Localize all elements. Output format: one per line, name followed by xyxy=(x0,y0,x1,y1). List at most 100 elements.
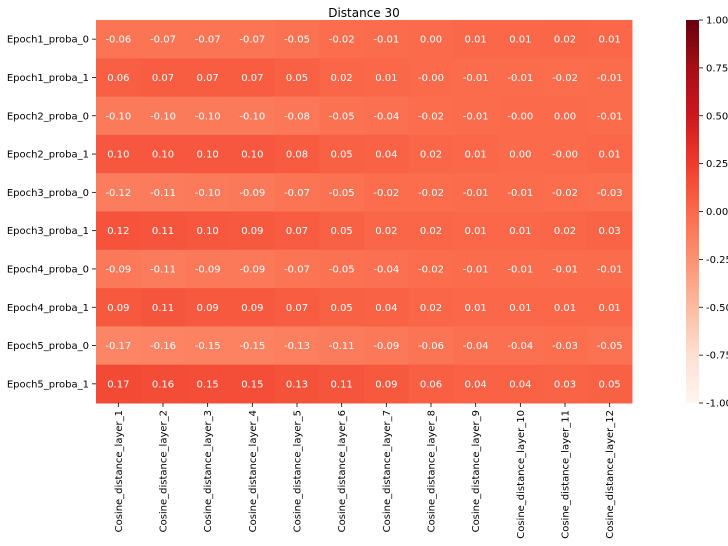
column-label: Cosine_distance_layer_8 xyxy=(427,410,438,532)
heatmap-cell xyxy=(542,58,588,98)
heatmap-cell xyxy=(498,134,544,174)
row-label: Epoch1_proba_0 xyxy=(7,35,89,46)
heatmap-cell xyxy=(498,288,544,327)
cell-value-label: -0.01 xyxy=(463,73,489,84)
cell-value-label: 0.01 xyxy=(599,303,621,314)
cell-value-label: -0.10 xyxy=(195,188,221,199)
colorbar-tick-label: -0.50 xyxy=(706,303,728,314)
heatmap-cell xyxy=(140,364,186,404)
column-label: Cosine_distance_layer_12 xyxy=(605,410,616,539)
heatmap-cell xyxy=(542,173,588,212)
heatmap-cell xyxy=(542,96,588,136)
cell-value-label: 0.11 xyxy=(331,379,353,390)
heatmap-cell xyxy=(319,20,365,59)
cell-value-label: -0.16 xyxy=(150,341,176,352)
heatmap-cell xyxy=(364,173,410,212)
heatmap-cell xyxy=(319,326,365,366)
cell-value-label: 0.05 xyxy=(331,150,353,161)
cell-value-label: -0.04 xyxy=(463,341,489,352)
cell-value-label: 0.06 xyxy=(107,73,129,84)
heatmap-cell xyxy=(587,211,633,251)
cell-value-label: 0.10 xyxy=(107,150,129,161)
cell-value-label: 0.10 xyxy=(241,150,263,161)
cell-value-label: 0.13 xyxy=(286,379,308,390)
heatmap-cell xyxy=(408,96,454,136)
colorbar-tick-label: 0.25 xyxy=(706,159,728,170)
heatmap-cell xyxy=(453,364,499,404)
cell-value-label: 0.17 xyxy=(107,379,129,390)
cell-value-label: 0.15 xyxy=(241,379,263,390)
heatmap-cell xyxy=(140,288,186,327)
heatmap-cell xyxy=(140,20,186,59)
cell-value-label: 0.07 xyxy=(241,73,263,84)
cell-value-label: -0.01 xyxy=(507,73,533,84)
cell-value-label: 0.01 xyxy=(465,150,487,161)
heatmap-cell xyxy=(96,134,142,174)
cell-value-label: 0.12 xyxy=(107,226,129,237)
heatmap-cell xyxy=(230,249,276,289)
colorbar-tick-label: -0.75 xyxy=(706,351,728,362)
heatmap-cell xyxy=(319,249,365,289)
heatmap-cell xyxy=(274,364,320,404)
heatmap-cell xyxy=(230,134,276,174)
row-label: Epoch4_proba_1 xyxy=(7,303,89,314)
cell-value-label: -0.05 xyxy=(284,35,310,46)
cell-value-label: 0.11 xyxy=(152,226,174,237)
cell-value-label: -0.00 xyxy=(418,73,444,84)
cell-value-label: 0.10 xyxy=(197,150,219,161)
cell-value-label: -0.08 xyxy=(284,111,310,122)
cell-value-label: -0.02 xyxy=(418,188,444,199)
cell-value-label: 0.09 xyxy=(375,379,397,390)
heatmap-cell xyxy=(587,20,633,59)
cell-value-label: 0.07 xyxy=(286,226,308,237)
column-label: Cosine_distance_layer_11 xyxy=(561,410,572,539)
heatmap-cell xyxy=(274,173,320,212)
heatmap-cell xyxy=(498,173,544,212)
heatmap-cell xyxy=(185,326,231,366)
heatmap-cell xyxy=(587,364,633,404)
heatmap-cell xyxy=(274,96,320,136)
cell-value-label: -0.02 xyxy=(373,188,399,199)
cell-value-label: -0.01 xyxy=(463,111,489,122)
heatmap-cell xyxy=(408,134,454,174)
heatmap-cell xyxy=(453,96,499,136)
column-label: Cosine_distance_layer_10 xyxy=(516,410,527,539)
heatmap-cell xyxy=(96,173,142,212)
heatmap-cell xyxy=(364,58,410,98)
heatmap-cells: -0.06 -0.07 -0.07 -0.07 -0.05 -0.02 -0.01 0.00 0… xyxy=(96,20,633,404)
heatmap-cell xyxy=(230,326,276,366)
heatmap-cell xyxy=(319,288,365,327)
heatmap-cell xyxy=(587,288,633,327)
cell-value-label: -0.15 xyxy=(195,341,221,352)
row-label: Epoch2_proba_1 xyxy=(7,150,89,161)
chart-title: Distance 30 xyxy=(328,6,400,20)
heatmap-cell xyxy=(96,249,142,289)
column-label: Cosine_distance_layer_1 xyxy=(114,410,125,532)
heatmap-cell xyxy=(498,364,544,404)
heatmap-cell xyxy=(96,96,142,136)
heatmap-cell xyxy=(96,288,142,327)
cell-value-label: -0.09 xyxy=(239,188,265,199)
cell-value-label: 0.02 xyxy=(420,303,442,314)
cell-value-label: 0.01 xyxy=(465,35,487,46)
heatmap-cell xyxy=(230,58,276,98)
cell-value-label: 0.01 xyxy=(465,303,487,314)
heatmap-cell xyxy=(408,58,454,98)
cell-value-label: -0.01 xyxy=(463,264,489,275)
cell-value-label: 0.01 xyxy=(554,303,576,314)
row-label: Epoch5_proba_1 xyxy=(7,379,89,390)
cell-value-label: -0.04 xyxy=(507,341,533,352)
cell-value-label: -0.01 xyxy=(463,188,489,199)
cell-value-label: 0.01 xyxy=(509,35,531,46)
heatmap-cell xyxy=(319,134,365,174)
cell-value-label: -0.00 xyxy=(507,111,533,122)
heatmap-cell xyxy=(364,20,410,59)
cell-value-label: -0.01 xyxy=(597,264,623,275)
heatmap-cell xyxy=(274,211,320,251)
column-label: Cosine_distance_layer_2 xyxy=(159,410,170,532)
heatmap-cell xyxy=(96,364,142,404)
heatmap-cell xyxy=(453,58,499,98)
heatmap-cell xyxy=(408,20,454,59)
heatmap-cell xyxy=(453,288,499,327)
cell-value-label: 0.02 xyxy=(420,150,442,161)
